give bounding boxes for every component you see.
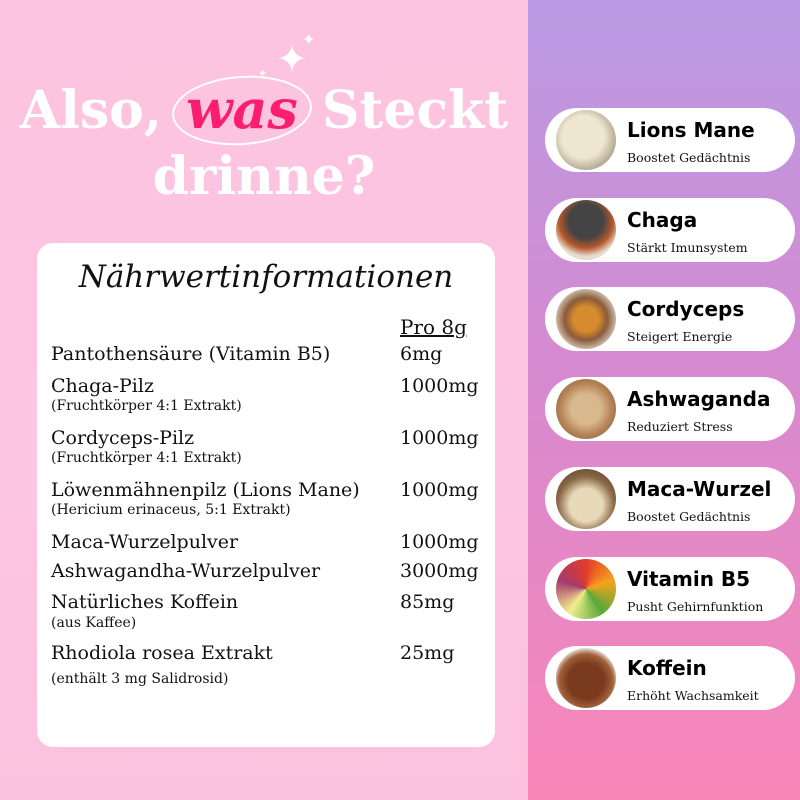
coffee-powder-image	[556, 648, 616, 709]
ingredient-card: Cordyceps Steigert Energie	[545, 287, 795, 352]
ingredient-name: Chaga	[627, 207, 698, 232]
headline-part2: Steckt	[321, 80, 509, 141]
nutrient-value: 3000mg	[400, 560, 479, 582]
sparkle-icon: ✦	[302, 30, 316, 49]
ingredient-benefit: Boostet Gedächtnis	[627, 150, 751, 165]
ingredient-card: Maca-Wurzel Boostet Gedächtnis	[545, 466, 795, 531]
nutrient-subtext: (enthält 3 mg Salidrosid)	[51, 671, 229, 687]
sparkle-icon: ✦	[276, 37, 308, 81]
nutrient-name: Pantothensäure (Vitamin B5)	[51, 343, 331, 365]
ingredient-name: Cordyceps	[627, 297, 745, 322]
nutrient-value: 85mg	[400, 591, 455, 613]
ingredient-benefit: Stärkt Imunsystem	[627, 239, 748, 255]
nutrient-subtext: (Fruchtkörper 4:1 Extrakt)	[51, 450, 242, 466]
nutrient-subtext: (Hericium erinaceus, 5:1 Extrakt)	[51, 502, 291, 518]
cordyceps-image	[556, 289, 616, 350]
headline-highlight-wrap: was	[169, 71, 315, 151]
headline-line2-row: drinne?	[0, 148, 528, 205]
nutrient-name: Ashwagandha-Wurzelpulver	[51, 560, 321, 582]
ingredient-name: Koffein	[627, 656, 707, 681]
ingredient-benefit: Boostet Gedächtnis	[627, 508, 751, 524]
ingredient-card: Koffein Erhöht Wachsamkeit	[545, 646, 795, 711]
ingredient-card: Vitamin B5 Pusht Gehirnfunktion	[545, 556, 795, 621]
nutrient-name: Cordyceps-Pilz	[51, 427, 195, 449]
ingredient-benefit: Reduziert Stress	[627, 419, 733, 435]
nutrient-value: 1000mg	[400, 427, 479, 449]
nutrition-card: Nährwertinformationen Pro 8g Pantothensä…	[37, 243, 495, 747]
ingredient-name: Vitamin B5	[627, 566, 751, 591]
column-header: Pro 8g	[400, 315, 467, 339]
nutrient-value: 25mg	[400, 642, 455, 664]
ingredient-card: Chaga Stärkt Imunsystem	[545, 197, 795, 262]
nutrient-name: Rhodiola rosea Extrakt	[51, 642, 273, 664]
ingredient-card: Ashwaganda Reduziert Stress	[545, 377, 795, 442]
nutrient-value: 6mg	[400, 343, 443, 365]
nutrient-value: 1000mg	[400, 531, 479, 553]
nutrient-subtext: (aus Kaffee)	[51, 615, 137, 631]
ingredient-benefit: Erhöht Wachsamkeit	[627, 688, 759, 704]
ingredient-benefit: Pusht Gehirnfunktion	[627, 598, 764, 614]
ingredient-benefit: Steigert Energie	[627, 329, 733, 345]
ingredient-name: Maca-Wurzel	[627, 476, 772, 501]
nutrient-value: 1000mg	[400, 375, 479, 397]
headline-line2: drinne?	[152, 146, 376, 207]
lions-mane-mushroom-image	[556, 110, 616, 170]
nutrient-value: 1000mg	[400, 479, 479, 501]
maca-root-image	[556, 468, 616, 529]
ashwagandha-root-image	[556, 379, 616, 440]
nutrient-name: Maca-Wurzelpulver	[51, 531, 239, 553]
nutrient-subtext: (Fruchtkörper 4:1 Extrakt)	[51, 398, 242, 414]
headline-line1: Also, was Steckt	[0, 71, 528, 151]
chaga-mushroom-image	[556, 199, 616, 260]
vegetables-image	[556, 558, 616, 619]
headline-part1: Also,	[19, 80, 162, 141]
ingredient-name: Ashwaganda	[627, 387, 771, 412]
sparkle-icon: ✦	[258, 67, 268, 80]
nutrient-name: Natürliches Koffein	[51, 591, 239, 613]
nutrition-title: Nährwertinformationen	[78, 259, 454, 295]
nutrient-name: Chaga-Pilz	[51, 375, 154, 397]
ingredient-card: Lions Mane Boostet Gedächtnis	[545, 108, 795, 172]
nutrient-name: Löwenmähnenpilz (Lions Mane)	[51, 479, 360, 501]
ingredient-name: Lions Mane	[627, 118, 755, 142]
headline-highlight: was	[185, 77, 298, 141]
